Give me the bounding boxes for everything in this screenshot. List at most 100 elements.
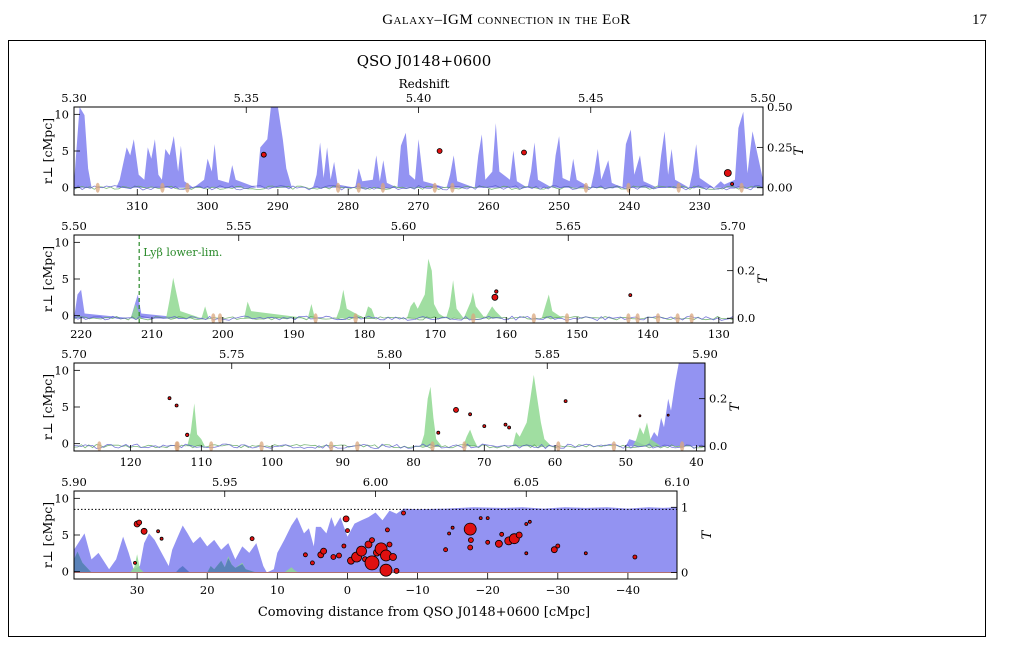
x-tick-label: 300 (197, 199, 219, 213)
z-tick-label: 6.00 (363, 475, 389, 489)
galaxy-marker (356, 545, 367, 557)
x-tick-label: 270 (408, 199, 430, 213)
x-tick-label: 230 (689, 199, 711, 213)
left-axis-label: r⊥ [cMpc] (40, 118, 55, 184)
lyb-transmission-area (187, 374, 662, 447)
overlap-transmission-area (74, 551, 257, 573)
error-marker (217, 313, 223, 323)
z-tick-label: 5.80 (377, 347, 403, 361)
error-marker (185, 182, 190, 193)
galaxy-marker (515, 531, 523, 539)
y-tick-label: 0 (62, 309, 69, 323)
error-marker (676, 182, 681, 193)
error-marker (259, 441, 264, 451)
galaxy-marker (463, 522, 477, 536)
galaxy-marker (583, 551, 588, 556)
t-tick-label: 0.2 (709, 392, 727, 406)
y-tick-label: 0 (62, 437, 69, 451)
x-tick-label: 140 (637, 327, 659, 341)
panel-3: 120 110 100 90 80 70 60 50 405.70 5.75 5.80 5.85 5.9… (40, 347, 743, 469)
x-tick-label: 110 (190, 455, 212, 469)
galaxy-marker (555, 543, 561, 549)
y-tick-label: 0 (62, 181, 69, 195)
galaxy-marker (156, 529, 161, 534)
error-marker (356, 182, 361, 193)
x-tick-label: 190 (283, 327, 305, 341)
error-marker (556, 441, 561, 451)
z-tick-label: 5.35 (233, 91, 259, 105)
z-tick-label: 5.70 (61, 347, 87, 361)
error-marker (450, 182, 455, 193)
error-marker (655, 313, 661, 323)
galaxy-marker (302, 552, 308, 558)
z-tick-label: 6.10 (664, 475, 690, 489)
error-marker (209, 441, 214, 451)
error-marker (689, 313, 694, 323)
galaxy-marker (527, 519, 532, 524)
x-tick-label: 120 (120, 455, 142, 469)
right-axis-label: T (728, 401, 743, 411)
x-tick-label: −30 (546, 583, 570, 597)
galaxy-marker (174, 403, 179, 408)
galaxy-marker (140, 527, 148, 535)
x-tick-label: 160 (495, 327, 517, 341)
error-marker (626, 313, 631, 323)
page-number: 17 (972, 12, 987, 28)
error-marker (430, 441, 435, 451)
x-tick-label: 310 (126, 199, 148, 213)
galaxy-marker (632, 554, 638, 560)
y-tick-label: 5 (62, 528, 69, 542)
z-tick-label: 5.90 (692, 347, 718, 361)
galaxy-marker (524, 522, 529, 526)
galaxy-marker (136, 519, 143, 526)
galaxy-marker (485, 516, 490, 520)
galaxy-marker (330, 554, 337, 560)
galaxy-marker (341, 543, 347, 549)
galaxy-marker (345, 528, 350, 533)
z-tick-label: 5.50 (750, 91, 776, 105)
galaxy-marker (468, 412, 473, 417)
y-tick-label: 5 (62, 272, 69, 286)
x-tick-label: 180 (354, 327, 376, 341)
z-tick-label: 5.90 (61, 475, 87, 489)
x-tick-label: −10 (405, 583, 429, 597)
galaxy-marker (524, 551, 529, 556)
running-title: Galaxy–IGM connection in the EoR (382, 12, 631, 28)
left-axis-label: r⊥ [cMpc] (40, 374, 55, 440)
galaxy-marker (494, 539, 503, 548)
galaxy-marker (364, 540, 373, 549)
galaxy-marker (494, 289, 499, 294)
galaxy-marker (503, 422, 508, 427)
y-tick-label: 10 (54, 107, 69, 121)
x-tick-label: 210 (141, 327, 163, 341)
panel-frame (73, 362, 706, 452)
error-marker (432, 182, 437, 193)
error-marker (160, 182, 165, 193)
galaxy-marker (436, 148, 443, 154)
x-tick-label: 0 (344, 583, 351, 597)
x-tick-label: 60 (548, 455, 563, 469)
y-tick-label: 5 (62, 144, 69, 158)
panel-2: Lyβ lower-lim. 220 210 200 190 180 170 160 150 14… (40, 219, 771, 341)
galaxy-marker (443, 547, 449, 553)
galaxy-marker (260, 151, 267, 158)
t-tick-label: 0.50 (767, 100, 793, 114)
z-tick-label: 5.70 (720, 219, 746, 233)
y-tick-label: 5 (62, 400, 69, 414)
x-tick-label: 100 (261, 455, 283, 469)
galaxy-marker (563, 399, 568, 404)
x-tick-label: 130 (708, 327, 730, 341)
x-tick-label: 20 (200, 583, 215, 597)
galaxy-marker (364, 555, 380, 571)
error-marker (471, 313, 476, 323)
left-axis-label: r⊥ [cMpc] (40, 502, 55, 568)
galaxy-marker (482, 424, 487, 429)
error-marker (564, 313, 570, 323)
galaxy-marker (249, 536, 255, 542)
galaxy-marker (309, 560, 315, 566)
error-marker (739, 182, 744, 193)
x-tick-label: −20 (476, 583, 500, 597)
lyb-limit-label: Lyβ lower-lim. (143, 246, 222, 259)
galaxy-marker (521, 149, 527, 156)
